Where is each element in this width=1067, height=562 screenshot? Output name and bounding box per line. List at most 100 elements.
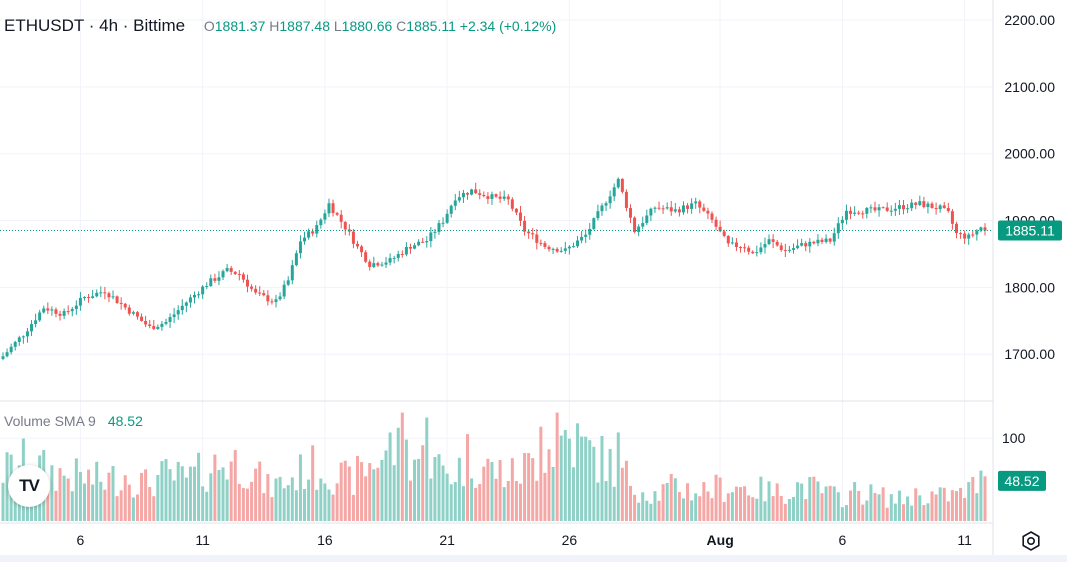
interval-label[interactable]: 4h — [99, 16, 119, 35]
volume-tick-label: 100 — [1002, 430, 1026, 446]
volume-bar — [763, 501, 767, 521]
candle-body — [99, 292, 103, 294]
volume-bar — [849, 490, 853, 521]
high-key: H — [269, 18, 280, 34]
volume-bar — [979, 470, 983, 521]
candle-body — [954, 223, 958, 234]
candle-body — [78, 297, 82, 306]
volume-legend[interactable]: Volume SMA 9 48.52 — [4, 413, 143, 429]
candle-body — [645, 215, 649, 224]
candle-body — [523, 220, 527, 232]
volume-bar — [828, 485, 832, 521]
volume-bar — [510, 458, 514, 521]
volume-indicator-label[interactable]: Volume SMA 9 — [4, 413, 96, 429]
price-axis-labels[interactable]: 1700.001800.001900.002000.002100.002200.… — [1004, 12, 1055, 362]
volume-bar — [103, 489, 107, 521]
candle-body — [873, 207, 877, 211]
volume-bar — [213, 454, 217, 521]
candle-body — [828, 238, 832, 242]
time-axis-labels[interactable]: 6 11 16 21 26 Aug 6 11 — [77, 532, 973, 548]
volume-bar — [152, 496, 156, 521]
volume-bar — [783, 503, 787, 521]
candle-body — [421, 241, 425, 243]
settings-gear-icon[interactable] — [1018, 528, 1044, 554]
volume-bar — [135, 494, 139, 521]
candle-body — [702, 207, 706, 211]
candle-body — [307, 231, 311, 238]
volume-bar — [608, 448, 612, 521]
volume-bar — [347, 466, 351, 521]
volume-bar — [486, 458, 490, 521]
symbol-legend[interactable]: ETHUSDT · 4h · Bittime O1881.37 H1887.48… — [4, 16, 556, 36]
legend-separator: · — [88, 16, 100, 35]
volume-bar — [902, 504, 906, 521]
candle-body — [274, 299, 278, 302]
candle-body — [836, 223, 840, 234]
volume-bar — [547, 449, 551, 521]
candle-body — [600, 205, 604, 212]
volume-bar — [392, 465, 396, 521]
candle-body — [718, 226, 722, 232]
candle-body — [140, 316, 144, 321]
volume-bar — [474, 487, 478, 521]
open-key: O — [203, 18, 215, 34]
volume-bar — [425, 417, 429, 521]
symbol-name[interactable]: ETHUSDT — [4, 16, 84, 35]
candle-body — [164, 321, 168, 324]
candle-body — [783, 249, 787, 251]
volume-bar — [343, 460, 347, 521]
candle-body — [629, 208, 633, 218]
candle-body — [205, 286, 209, 288]
candle-body — [714, 219, 718, 227]
candle-body — [592, 218, 596, 229]
volume-bar — [172, 480, 176, 521]
high-value: 1887.48 — [279, 18, 330, 34]
tradingview-logo-icon[interactable]: TV — [8, 465, 50, 507]
candle-body — [254, 288, 258, 293]
volume-bar — [5, 452, 9, 521]
candle-body — [66, 311, 70, 313]
candle-body — [376, 263, 380, 266]
candle-body — [743, 247, 747, 249]
volume-bar — [963, 497, 967, 521]
candle-body — [812, 241, 816, 244]
candle-body — [482, 194, 486, 197]
volume-bar — [95, 461, 99, 521]
candle-body — [193, 294, 197, 298]
volume-sma-label: 48.52 — [1004, 473, 1039, 489]
candle-body — [722, 231, 726, 236]
time-tick-label: 21 — [439, 532, 455, 548]
volume-bar — [400, 412, 404, 521]
volume-bar — [518, 483, 522, 521]
price-tick-label: 1800.00 — [1004, 279, 1055, 295]
candle-body — [808, 241, 812, 247]
volume-bar — [461, 486, 465, 521]
candle-body — [217, 277, 221, 281]
candle-body — [865, 207, 869, 214]
volume-bar — [62, 475, 66, 521]
candle-body — [608, 196, 612, 204]
candle-body — [555, 248, 559, 252]
candle-body — [123, 303, 127, 308]
candle-body — [384, 262, 388, 265]
volume-bar — [176, 461, 180, 521]
volume-bar — [865, 500, 869, 521]
candle-body — [816, 239, 820, 244]
price-tick-label: 2000.00 — [1004, 146, 1055, 162]
candle-body — [42, 308, 46, 313]
volume-bar — [433, 456, 437, 521]
candle-body — [213, 278, 217, 281]
volume-bar — [506, 480, 510, 521]
volume-bar — [881, 487, 885, 521]
volume-bar — [926, 503, 930, 521]
volume-bar — [950, 490, 954, 521]
volume-bar — [710, 498, 714, 521]
candle-body — [824, 238, 828, 242]
candle-body — [763, 244, 767, 248]
candle-body — [840, 219, 844, 224]
volume-bar — [66, 478, 70, 521]
volume-bar — [193, 466, 197, 521]
volume-bar — [74, 458, 78, 521]
volume-bar — [184, 477, 188, 521]
